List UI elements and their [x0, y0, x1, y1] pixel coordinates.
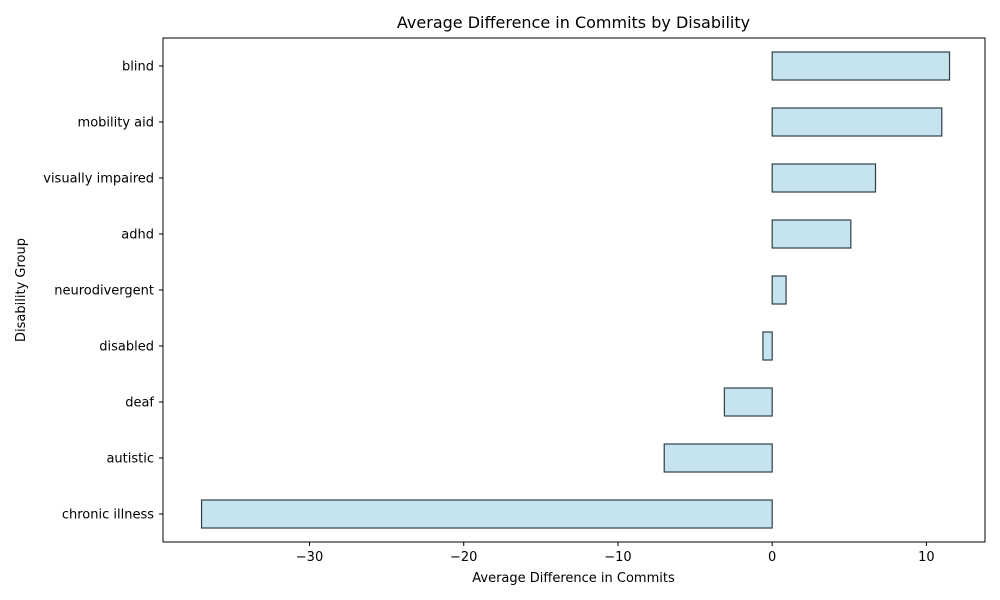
x-axis-label: Average Difference in Commits: [472, 571, 675, 586]
y-tick-label: disabled: [99, 340, 154, 355]
x-tick-label: −30: [296, 550, 323, 565]
plot-frame: [162, 37, 986, 543]
bar-mobility-aid: [771, 107, 943, 137]
bar-deaf: [723, 387, 773, 417]
bar-autistic: [663, 443, 773, 473]
y-tick-label: neurodivergent: [54, 284, 154, 299]
bar-disabled: [762, 331, 773, 361]
y-tick-label: chronic illness: [62, 508, 154, 523]
plot-area: blind mobility aid visually impaired adhd ne…: [43, 37, 986, 565]
chart-title: Average Difference in Commits by Disabil…: [397, 13, 750, 32]
y-tick-label: blind: [122, 60, 154, 75]
y-tick-label: mobility aid: [78, 116, 154, 131]
bar-chronic-illness: [200, 499, 773, 529]
y-tick-label: adhd: [121, 228, 154, 243]
bar-adhd: [771, 219, 852, 249]
x-tick-label: 10: [918, 550, 935, 565]
x-tick-label: −10: [604, 550, 631, 565]
bar-blind: [771, 51, 951, 81]
bar-visually-impaired: [771, 163, 877, 193]
y-axis-label: Disability Group: [14, 238, 29, 342]
bar-neurodivergent: [771, 275, 787, 305]
y-tick-label: visually impaired: [43, 172, 154, 187]
x-tick-label: −20: [450, 550, 477, 565]
y-tick-label: autistic: [106, 452, 154, 467]
y-tick-label: deaf: [125, 396, 154, 411]
x-tick-label: 0: [768, 550, 776, 565]
